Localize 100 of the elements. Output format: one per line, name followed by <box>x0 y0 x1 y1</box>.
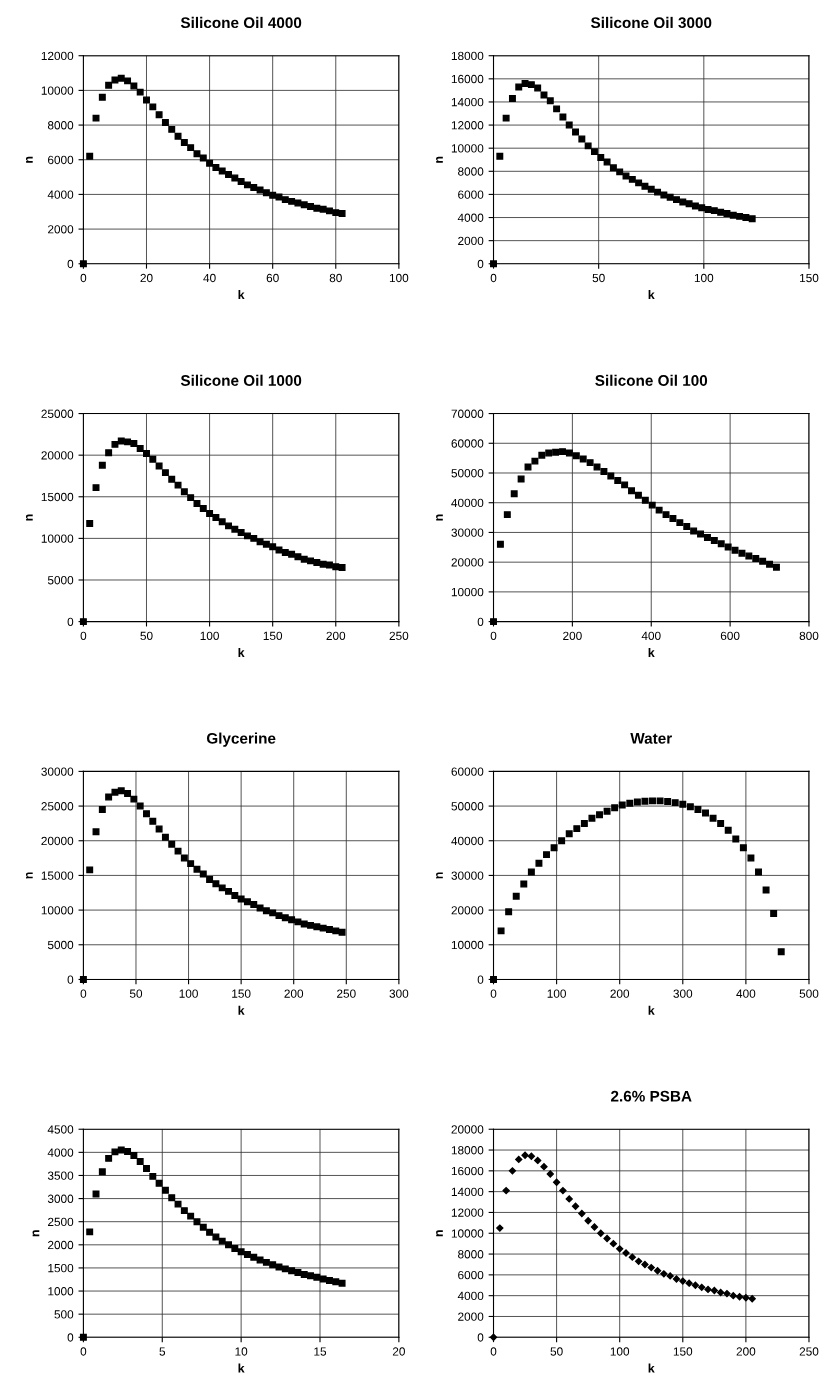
point <box>98 1168 106 1176</box>
point <box>628 487 636 495</box>
y-tick-label: 8000 <box>458 1250 484 1259</box>
point <box>92 1190 100 1198</box>
point <box>503 511 511 519</box>
point <box>579 455 587 463</box>
point <box>161 118 169 126</box>
y-tick-label: 20000 <box>451 558 484 567</box>
x-tick-label: 50 <box>140 631 153 640</box>
x-tick-label: 0 <box>80 631 87 640</box>
point <box>332 927 340 935</box>
point <box>86 152 94 160</box>
y-tick-label: 40000 <box>451 836 484 846</box>
y-tick-label: 30000 <box>41 767 74 776</box>
x-tick-label: 0 <box>490 631 497 640</box>
x-tick-label: 50 <box>592 273 605 283</box>
point <box>748 1295 756 1303</box>
point <box>717 208 725 216</box>
point <box>225 171 232 178</box>
x-axis-title: k <box>648 1005 655 1015</box>
x-axis-title: k <box>238 1005 245 1015</box>
y-tick-label: 10000 <box>451 144 484 153</box>
y-tick-label: 60000 <box>451 767 484 776</box>
point <box>679 800 687 808</box>
point <box>527 1152 536 1160</box>
point <box>187 1212 195 1220</box>
x-tick-label: 80 <box>329 273 342 283</box>
point <box>736 212 744 220</box>
point <box>237 177 245 185</box>
point <box>679 1277 687 1285</box>
x-tick-label: 20 <box>140 273 153 283</box>
point <box>143 96 150 104</box>
point <box>269 191 277 199</box>
x-tick-label: 0 <box>80 989 87 998</box>
point <box>524 463 532 471</box>
x-tick-label: 100 <box>200 631 219 640</box>
point <box>546 97 554 105</box>
x-tick-label: 150 <box>232 989 251 998</box>
point <box>300 920 308 928</box>
point <box>686 803 694 811</box>
y-tick-label: 0 <box>67 259 74 269</box>
point <box>588 814 596 822</box>
point <box>86 1228 94 1236</box>
point <box>527 81 535 89</box>
point <box>136 445 144 452</box>
point <box>212 1233 220 1241</box>
x-tick-label: 200 <box>736 1347 756 1356</box>
point <box>338 210 346 217</box>
point <box>225 1241 232 1249</box>
point <box>717 819 725 827</box>
x-tick-label: 150 <box>263 631 283 640</box>
point <box>621 481 629 489</box>
y-tick-label: 20000 <box>41 836 74 846</box>
point <box>709 814 717 822</box>
point <box>199 504 207 512</box>
x-tick-label: 100 <box>694 273 714 283</box>
point <box>281 914 289 922</box>
point <box>307 203 315 211</box>
point <box>243 898 251 906</box>
point <box>288 550 296 558</box>
point <box>755 868 762 876</box>
point <box>649 797 656 805</box>
point <box>313 1273 321 1281</box>
y-axis-title: n <box>436 514 443 521</box>
point <box>206 1228 214 1236</box>
y-tick-label: 10000 <box>41 906 74 915</box>
chart-title: Glycerine <box>206 732 276 747</box>
x-tick-label: 10 <box>235 1347 248 1356</box>
y-tick-label: 20000 <box>451 906 484 915</box>
point <box>174 847 182 855</box>
x-tick-label: 20 <box>392 1347 405 1356</box>
x-tick-label: 200 <box>610 989 630 998</box>
point <box>294 1269 302 1277</box>
point <box>508 95 516 102</box>
x-tick-label: 50 <box>550 1347 563 1356</box>
point <box>731 546 739 554</box>
point <box>294 918 302 926</box>
point <box>520 880 528 888</box>
x-tick-label: 150 <box>673 1347 693 1356</box>
point <box>212 514 220 522</box>
y-tick-label: 4000 <box>457 1291 484 1301</box>
point <box>502 1186 510 1195</box>
point <box>603 158 611 166</box>
point <box>300 555 308 563</box>
point <box>586 459 594 467</box>
point <box>212 880 220 888</box>
point <box>634 491 642 499</box>
point <box>698 204 706 212</box>
point <box>275 912 283 920</box>
point <box>742 1294 750 1302</box>
point <box>130 795 138 803</box>
y-tick-label: 14000 <box>451 97 484 107</box>
point <box>168 1194 176 1202</box>
point <box>508 1167 517 1175</box>
point <box>590 1223 599 1231</box>
x-tick-label: 600 <box>720 631 740 640</box>
x-tick-label: 300 <box>673 989 693 998</box>
point <box>174 481 182 489</box>
point <box>759 557 767 565</box>
x-tick-label: 400 <box>641 631 661 640</box>
